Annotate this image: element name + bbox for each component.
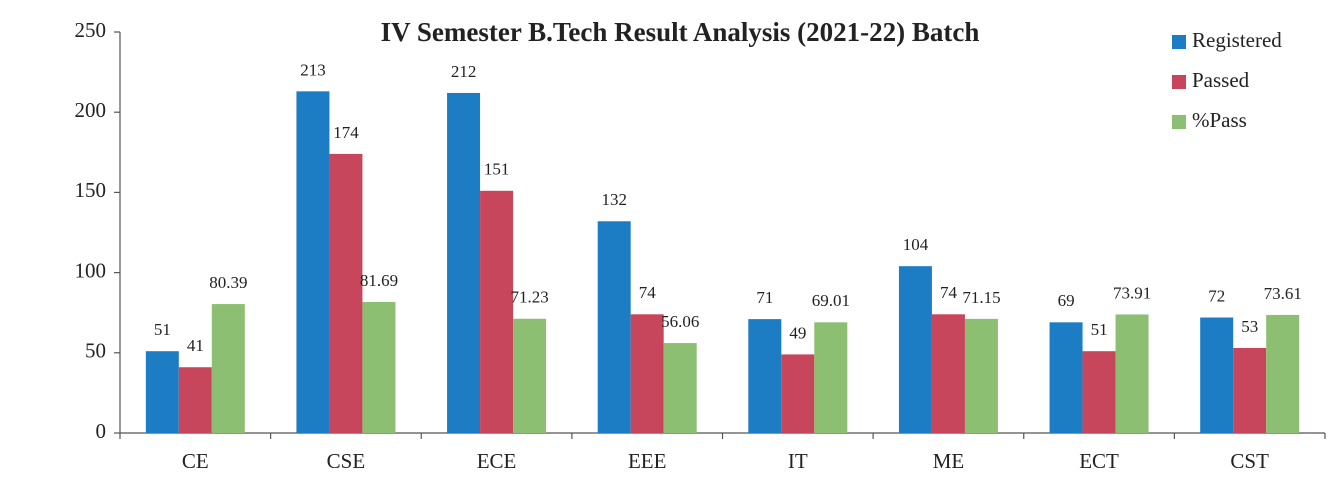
bar — [964, 318, 998, 433]
x-tick-label: CST — [1230, 449, 1269, 473]
value-label: 56.06 — [661, 312, 699, 331]
bar — [480, 190, 514, 433]
bar — [748, 319, 782, 433]
value-label: 69.01 — [812, 291, 850, 310]
bar — [931, 314, 965, 433]
value-label: 212 — [451, 62, 477, 81]
y-tick-label: 0 — [96, 419, 107, 443]
legend-label: Registered — [1192, 28, 1282, 52]
y-tick-label: 200 — [75, 98, 107, 122]
bar — [211, 304, 245, 433]
legend-swatch — [1172, 75, 1186, 89]
value-label: 81.69 — [360, 271, 398, 290]
y-tick-label: 150 — [75, 178, 107, 202]
x-tick-label: CE — [182, 449, 209, 473]
y-tick-label: 100 — [75, 258, 107, 282]
value-label: 213 — [300, 60, 326, 79]
x-tick-label: IT — [788, 449, 808, 473]
value-label: 80.39 — [209, 273, 247, 292]
value-label: 74 — [940, 283, 958, 302]
value-label: 132 — [601, 190, 627, 209]
value-label: 49 — [789, 323, 806, 342]
bar — [1115, 314, 1149, 433]
value-label: 41 — [187, 336, 204, 355]
value-label: 51 — [1091, 320, 1108, 339]
bar — [296, 91, 330, 434]
value-label: 71.23 — [510, 288, 548, 307]
value-label: 72 — [1208, 286, 1225, 305]
value-label: 53 — [1241, 317, 1258, 336]
value-label: 74 — [639, 283, 657, 302]
value-label: 73.91 — [1113, 283, 1151, 302]
bar — [145, 351, 179, 433]
bar — [898, 266, 932, 433]
bar — [178, 367, 212, 433]
y-tick-label: 50 — [85, 339, 106, 363]
value-label: 104 — [903, 235, 929, 254]
x-tick-label: CSE — [327, 449, 366, 473]
bar — [1082, 351, 1116, 433]
value-label: 151 — [484, 160, 510, 179]
value-label: 73.61 — [1264, 284, 1302, 303]
legend-swatch — [1172, 35, 1186, 49]
bar — [362, 301, 396, 433]
x-tick-label: EEE — [628, 449, 666, 473]
bar — [597, 221, 631, 433]
bar — [447, 92, 481, 434]
legend-label: Passed — [1192, 68, 1250, 92]
bar — [1266, 314, 1300, 433]
value-label: 71.15 — [962, 288, 1000, 307]
value-label: 69 — [1058, 291, 1075, 310]
bar — [814, 322, 848, 433]
bar — [781, 354, 815, 433]
bar — [329, 153, 363, 434]
bar — [1049, 322, 1083, 433]
value-label: 71 — [756, 288, 773, 307]
chart-title: IV Semester B.Tech Result Analysis (2021… — [381, 17, 980, 47]
legend-swatch — [1172, 115, 1186, 129]
bar — [663, 343, 697, 433]
x-tick-label: ECT — [1079, 449, 1119, 473]
x-tick-label: ECE — [477, 449, 517, 473]
bar — [513, 318, 547, 433]
y-tick-label: 250 — [75, 18, 107, 42]
legend-label: %Pass — [1192, 108, 1247, 132]
bar — [1233, 347, 1267, 433]
value-label: 174 — [333, 123, 359, 142]
bar — [630, 314, 664, 433]
bar — [1200, 317, 1234, 433]
x-tick-label: ME — [933, 449, 965, 473]
value-label: 51 — [154, 320, 171, 339]
